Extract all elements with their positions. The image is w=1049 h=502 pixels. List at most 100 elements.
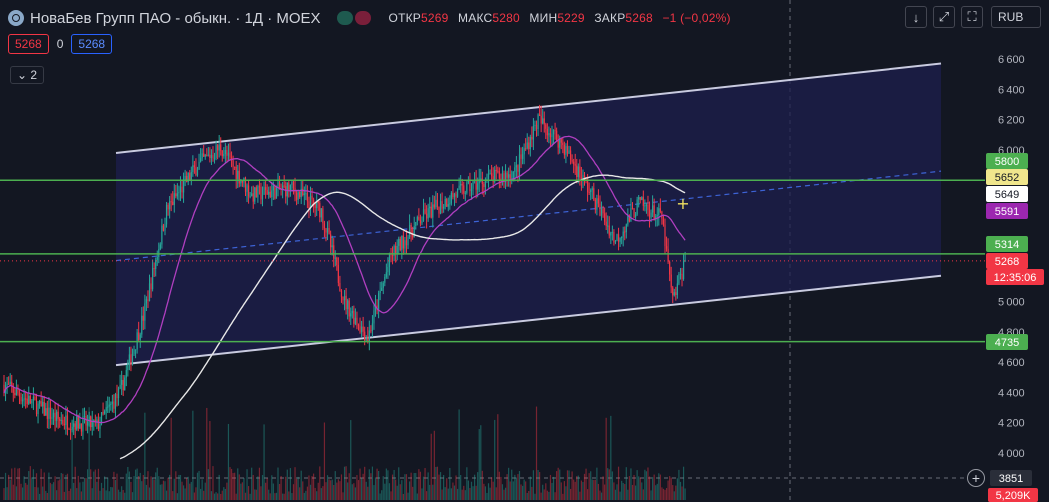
volume-bar <box>563 481 565 500</box>
volume-bar <box>292 484 295 500</box>
volume-bar <box>461 489 463 500</box>
volume-bar <box>433 430 435 500</box>
candle-body <box>246 185 248 192</box>
volume-bar <box>23 476 25 500</box>
volume-bar <box>458 409 460 500</box>
candle-body <box>684 260 686 262</box>
candle-body <box>444 199 446 207</box>
volume-bar <box>385 468 387 500</box>
candle-body <box>549 133 552 138</box>
fullscreen-button[interactable]: ⤢ <box>933 6 955 28</box>
volume-bar <box>373 485 375 500</box>
candle-body <box>509 174 511 181</box>
volume-bar <box>60 472 62 500</box>
volume-bar <box>96 481 98 500</box>
currency-select[interactable]: RUB <box>991 6 1041 28</box>
volume-bar <box>322 486 324 500</box>
candle-body <box>57 411 59 419</box>
candle-body <box>187 173 189 182</box>
volume-bar <box>675 485 677 500</box>
candle-body <box>559 137 561 148</box>
volume-bar <box>650 490 652 500</box>
candle-body <box>520 154 522 159</box>
volume-bar <box>319 466 321 500</box>
volume-bar <box>466 467 468 500</box>
volume-bar <box>351 484 353 500</box>
price-label-box <box>986 169 1028 185</box>
volume-bar <box>4 472 7 500</box>
crosshair-price-text: 3851 <box>999 473 1023 485</box>
candle-body <box>170 201 172 203</box>
volume-bar <box>360 478 363 500</box>
horizontal-levels <box>0 179 985 343</box>
arrow-down-button[interactable]: ↓ <box>905 6 927 28</box>
volume-bar <box>176 493 178 500</box>
candle-body <box>325 228 327 233</box>
volume-bar <box>169 474 171 500</box>
candle-body <box>466 182 468 193</box>
buy-button[interactable]: 5268 <box>71 34 113 54</box>
channel-mid-line <box>115 170 942 262</box>
candle-body <box>209 154 211 158</box>
volume-bar <box>244 492 247 500</box>
candle-body <box>9 381 11 385</box>
volume-bar <box>252 474 254 500</box>
volume-bar <box>539 472 541 500</box>
volume-bar <box>497 414 499 500</box>
volume-bar <box>164 481 166 500</box>
candle-body <box>432 204 434 218</box>
candle-body <box>356 317 358 325</box>
candle-body <box>455 193 457 197</box>
volume-bar <box>390 491 392 500</box>
screenshot-button[interactable]: ⛶ <box>961 6 983 28</box>
candle-body <box>667 248 669 262</box>
sell-button[interactable]: 5268 <box>8 34 49 54</box>
volume-bar <box>265 482 267 500</box>
candle-body <box>261 194 264 200</box>
price-tick-label: 6 200 <box>998 115 1025 127</box>
candle-body <box>291 182 293 186</box>
volume-bar <box>249 493 251 500</box>
volume-bar <box>407 492 409 500</box>
volume-bar <box>670 477 672 500</box>
candle-body <box>526 142 528 149</box>
volume-bar <box>371 466 374 500</box>
candle-body <box>534 124 536 127</box>
volume-bar <box>86 469 89 500</box>
indicators-toggle[interactable]: ⌄ 2 <box>10 66 45 84</box>
countdown-text: 12:35:06 <box>994 272 1037 284</box>
market-status-toggle[interactable] <box>336 11 371 25</box>
volume-bar <box>190 481 192 500</box>
volume-bar <box>235 493 237 500</box>
volume-bar <box>178 474 180 500</box>
candle-body <box>283 185 285 187</box>
volume-bar <box>405 474 408 500</box>
candle-body <box>675 292 677 296</box>
volume-bar <box>212 466 214 500</box>
volume-bar <box>348 473 350 500</box>
volume-bar <box>269 493 271 500</box>
volume-bar <box>495 487 497 500</box>
candle-body <box>605 221 607 227</box>
candle-body <box>237 170 239 179</box>
candle-body <box>467 179 469 183</box>
volume-bar <box>576 476 578 500</box>
candle-body <box>422 209 425 221</box>
volume-bar <box>156 467 158 500</box>
volume-bar <box>667 480 669 500</box>
add-alert-button[interactable]: + <box>967 469 985 487</box>
candle-body <box>260 186 262 200</box>
candle-body <box>387 266 389 273</box>
candle-body <box>336 257 338 266</box>
candle-body <box>525 148 527 150</box>
volume-bar <box>641 482 643 500</box>
volume-bar <box>257 476 259 500</box>
candle-body <box>175 193 177 197</box>
candle-body <box>164 224 166 231</box>
volume-bar <box>463 485 465 500</box>
instrument-title[interactable]: НоваБев Групп ПАО - обыкн. · 1Д · MOEX <box>30 9 321 27</box>
volume-bar <box>464 490 466 500</box>
volume-bar <box>559 469 561 500</box>
candle-body <box>388 253 391 267</box>
